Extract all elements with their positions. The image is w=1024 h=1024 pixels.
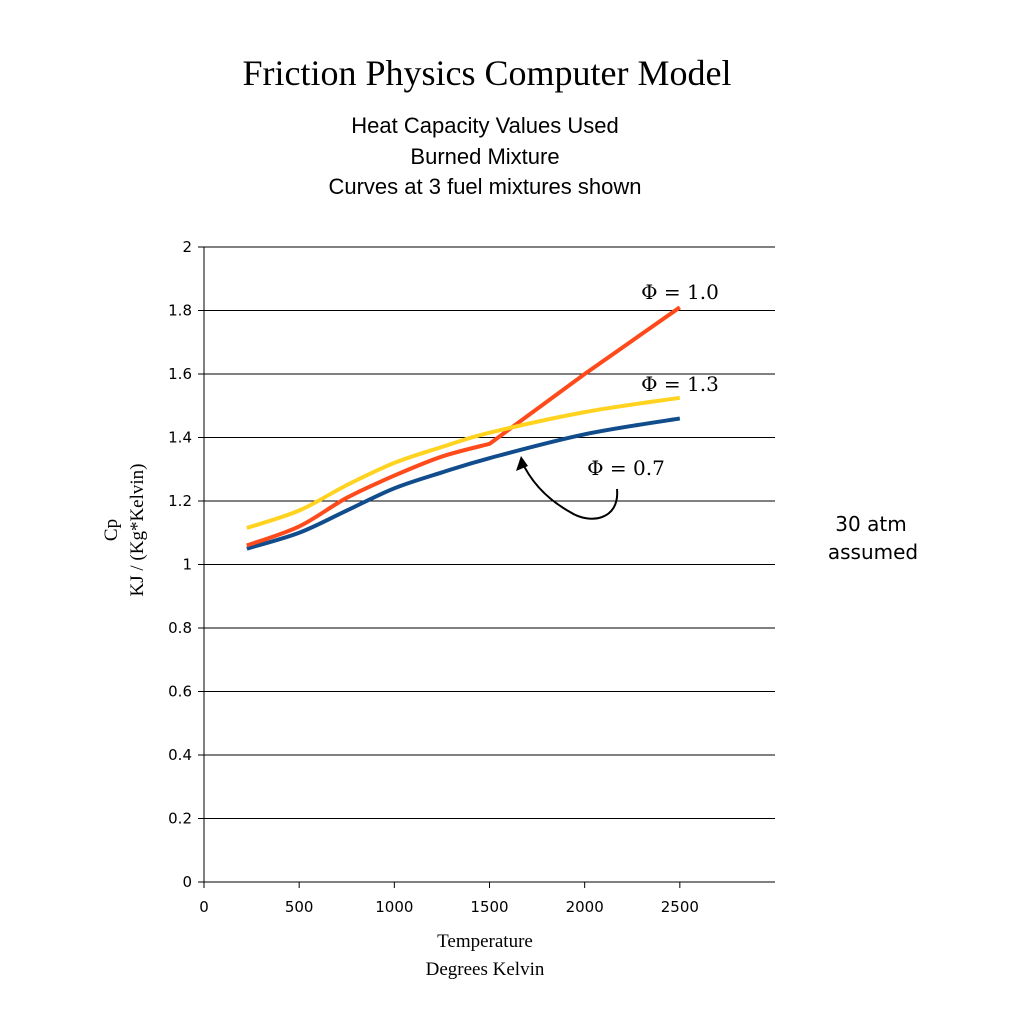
side-note-line-1: 30 atm	[835, 512, 906, 536]
y-tick-label: 0.4	[168, 746, 192, 764]
x-tick-label: 1000	[375, 898, 413, 916]
gridlines	[198, 246, 775, 888]
subtitle-line-2: Burned Mixture	[410, 144, 559, 169]
y-tick-label: 1.2	[168, 492, 192, 510]
x-tick-labels: 0 500 1000 1500 2000 2500	[199, 898, 699, 916]
annotation-arrow	[520, 459, 619, 520]
x-tick-label: 2000	[566, 898, 604, 916]
y-axis-label-2: KJ / (Kg*Kelvin)	[127, 464, 148, 597]
series-lines	[246, 305, 681, 551]
y-tick-label: 0.6	[168, 683, 192, 701]
y-tick-label: 1.6	[168, 365, 192, 383]
chart-title: Friction Physics Computer Model	[243, 53, 732, 93]
subtitle-line-1: Heat Capacity Values Used	[351, 113, 618, 138]
annotation-phi-1-3: Φ = 1.3	[641, 372, 719, 396]
side-note-line-2: assumed	[828, 540, 918, 564]
x-tick-label: 0	[199, 898, 209, 916]
y-tick-label: 2	[182, 238, 192, 256]
x-tick-label: 1500	[470, 898, 508, 916]
subtitle-line-3: Curves at 3 fuel mixtures shown	[328, 174, 641, 199]
y-axis-label-1: Cp	[101, 519, 122, 541]
y-tick-label: 1.8	[168, 302, 192, 320]
annotation-phi-1-0: Φ = 1.0	[641, 280, 719, 304]
arrow-head-icon	[516, 456, 528, 471]
y-tick-labels: 0 0.2 0.4 0.6 0.8 1 1.2 1.4 1.6 1.8 2	[168, 238, 192, 891]
y-tick-label: 0.2	[168, 810, 192, 828]
x-tick-label: 500	[285, 898, 314, 916]
x-tick-label: 2500	[661, 898, 699, 916]
y-tick-label: 0.8	[168, 619, 192, 637]
series-line-2	[246, 395, 681, 530]
annotation-phi-0-7: Φ = 0.7	[587, 456, 665, 480]
series-line-0	[246, 416, 681, 551]
x-axis-label-2: Degrees Kelvin	[426, 959, 545, 980]
y-tick-label: 1	[182, 556, 192, 574]
series-line-1	[246, 305, 681, 548]
x-axis-label-1: Temperature	[437, 931, 533, 952]
y-tick-label: 1.4	[168, 429, 192, 447]
y-tick-label: 0	[182, 873, 192, 891]
